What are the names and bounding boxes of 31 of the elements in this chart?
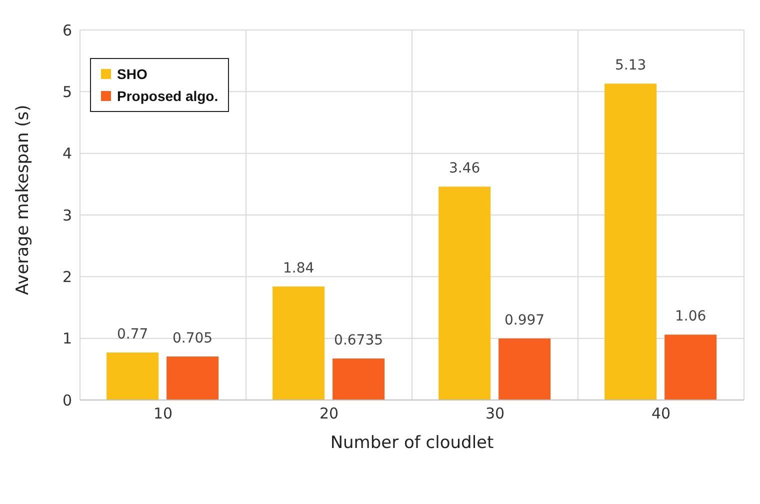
bar	[664, 334, 717, 400]
bar	[498, 338, 551, 400]
bar	[106, 352, 159, 400]
data-label: 0.77	[116, 326, 148, 343]
y-tick-label: 0	[62, 391, 72, 410]
bar	[604, 84, 657, 400]
y-tick-label: 5	[62, 82, 72, 101]
bar	[438, 186, 491, 400]
data-label: 3.46	[448, 160, 480, 177]
y-axis-title: Average makespan (s)	[13, 104, 34, 295]
bar	[166, 356, 219, 400]
y-tick-label: 4	[62, 144, 72, 163]
y-tick-label: 3	[62, 206, 72, 224]
data-label: 5.13	[614, 58, 646, 74]
x-tick-label: 40	[651, 404, 671, 423]
y-tick-label: 2	[62, 268, 72, 286]
x-axis-title: Number of cloudlet	[330, 433, 494, 453]
bar	[332, 358, 385, 400]
x-tick-label: 20	[319, 404, 339, 423]
data-label: 0.6735	[334, 332, 384, 348]
x-tick-label: 10	[153, 404, 173, 423]
data-label: 0.997	[504, 312, 545, 329]
y-tick-label: 6	[62, 21, 72, 40]
x-tick-label: 30	[485, 404, 505, 423]
legend-label: SHO	[117, 65, 148, 84]
data-label: 1.84	[282, 260, 314, 277]
data-label: 1.06	[674, 308, 706, 325]
bar	[272, 286, 325, 400]
legend-label: Proposed algo.	[117, 87, 218, 106]
data-label: 0.705	[172, 330, 213, 347]
y-tick-label: 1	[62, 330, 72, 348]
